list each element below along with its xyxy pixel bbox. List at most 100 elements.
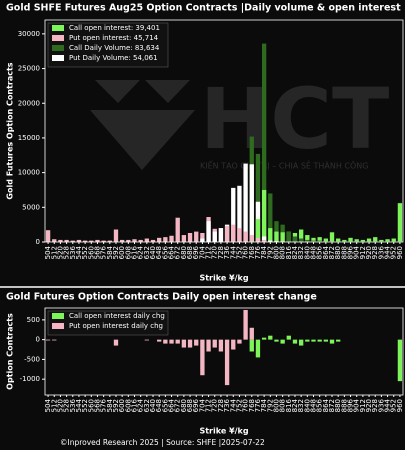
bar (64, 239, 69, 242)
footer: ©Inproved Research 2025 | Source: SHFE |… (60, 438, 265, 447)
bar (305, 235, 310, 242)
x-tick-label: 824 (291, 398, 299, 412)
bar (45, 230, 51, 242)
logo-shape (95, 80, 140, 103)
x-tick-label: 600 (118, 246, 126, 259)
x-tick-label: 672 (174, 399, 182, 412)
bar (224, 226, 230, 242)
bar (268, 228, 273, 242)
x-tick-label: 872 (328, 399, 336, 412)
x-tick-label: 832 (297, 399, 305, 412)
bar (132, 239, 137, 242)
bar (268, 193, 273, 242)
bar (385, 239, 390, 242)
x-tick-label: 760 (242, 399, 250, 412)
x-tick-label: 544 (75, 245, 83, 259)
plot-frame (44, 19, 404, 243)
x-tick-label: 856 (316, 245, 324, 259)
x-tick-label: 704 (198, 398, 206, 412)
x-tick-label: 928 (371, 246, 379, 259)
legend-swatch (52, 55, 64, 61)
bar (101, 240, 106, 242)
legend-swatch (52, 323, 64, 329)
x-tick-label: 536 (69, 398, 77, 412)
bar (268, 335, 273, 340)
x-tick-label: 736 (223, 245, 231, 259)
bar (261, 236, 267, 242)
legend: Call open interest: 39,401 Put open inter… (47, 22, 169, 68)
bar (126, 239, 131, 242)
x-tick-label: 872 (328, 246, 336, 259)
y-tick-label: 25000 (18, 65, 40, 73)
bar (212, 231, 217, 242)
bar (261, 43, 267, 243)
x-tick-label: 952 (390, 246, 398, 259)
logo-shape (90, 110, 195, 170)
x-tick-label: 512 (50, 399, 58, 412)
x-tick-label: 888 (340, 399, 348, 412)
bar (311, 339, 316, 342)
x-tick-label: 752 (235, 399, 243, 412)
x-tick-label: 632 (143, 246, 151, 259)
bar (194, 231, 199, 242)
bar (249, 327, 254, 340)
x-axis-label: Strike ¥/kg (199, 427, 248, 436)
bar (329, 339, 335, 344)
bar (113, 229, 119, 242)
x-tick-label: 896 (347, 398, 355, 412)
bar (58, 239, 63, 242)
bar (237, 228, 242, 242)
x-tick-label: 776 (254, 398, 262, 412)
x-tick-label: 816 (285, 245, 293, 259)
x-tick-label: 616 (131, 245, 139, 259)
x-tick-label: 808 (279, 246, 287, 259)
bar (187, 232, 193, 242)
bar (243, 231, 248, 242)
x-tick-label: 904 (353, 398, 361, 412)
bar (237, 339, 242, 344)
bar (212, 339, 217, 348)
legend-label: Call Daily Volume: 83,634 (69, 44, 160, 52)
x-tick-label: 624 (137, 245, 145, 259)
bar (243, 309, 248, 340)
bar (231, 187, 236, 242)
bar (187, 339, 193, 348)
bar (175, 339, 180, 344)
x-tick-label: 912 (359, 399, 367, 412)
bar (274, 339, 279, 342)
bar (261, 239, 267, 242)
y-tick-label: -1000 (20, 375, 40, 383)
x-tick-label: 616 (131, 398, 139, 412)
x-tick-label: 768 (248, 399, 256, 412)
x-tick-label: 944 (384, 398, 392, 412)
bar (206, 221, 211, 242)
x-tick-label: 936 (377, 245, 385, 259)
bar (45, 339, 51, 341)
legend-box (47, 22, 169, 68)
legend-label: Call open interest daily chg (69, 312, 165, 320)
x-tick-label: 688 (186, 399, 194, 412)
x-tick-label: 784 (260, 245, 268, 259)
x-tick-label: 784 (260, 398, 268, 412)
x-tick-label: 880 (334, 399, 342, 412)
bar (280, 339, 285, 344)
x-tick-label: 568 (93, 246, 101, 259)
x-tick-label: 536 (69, 245, 77, 259)
x-tick-label: 944 (384, 245, 392, 259)
watermark-slogan: KIẾN TẠO GIÁ TRỊ – CHIA SẺ THÀNH CÔNG (200, 160, 369, 172)
bar (360, 239, 366, 242)
legend: Call open interest daily chg Put open int… (47, 310, 169, 336)
bar (286, 231, 291, 242)
x-tick-label: 840 (303, 246, 311, 259)
bar (391, 238, 396, 242)
y-tick-label: 500 (27, 316, 40, 324)
x-tick-label: 664 (168, 398, 176, 412)
bar (255, 219, 261, 242)
bar (107, 240, 112, 242)
x-tick-label: 880 (334, 246, 342, 259)
bar (231, 224, 236, 242)
x-tick-label: 832 (297, 246, 305, 259)
bar (200, 238, 205, 242)
x-tick-label: 520 (56, 246, 64, 259)
legend-label: Put open interest: 45,714 (69, 34, 159, 42)
